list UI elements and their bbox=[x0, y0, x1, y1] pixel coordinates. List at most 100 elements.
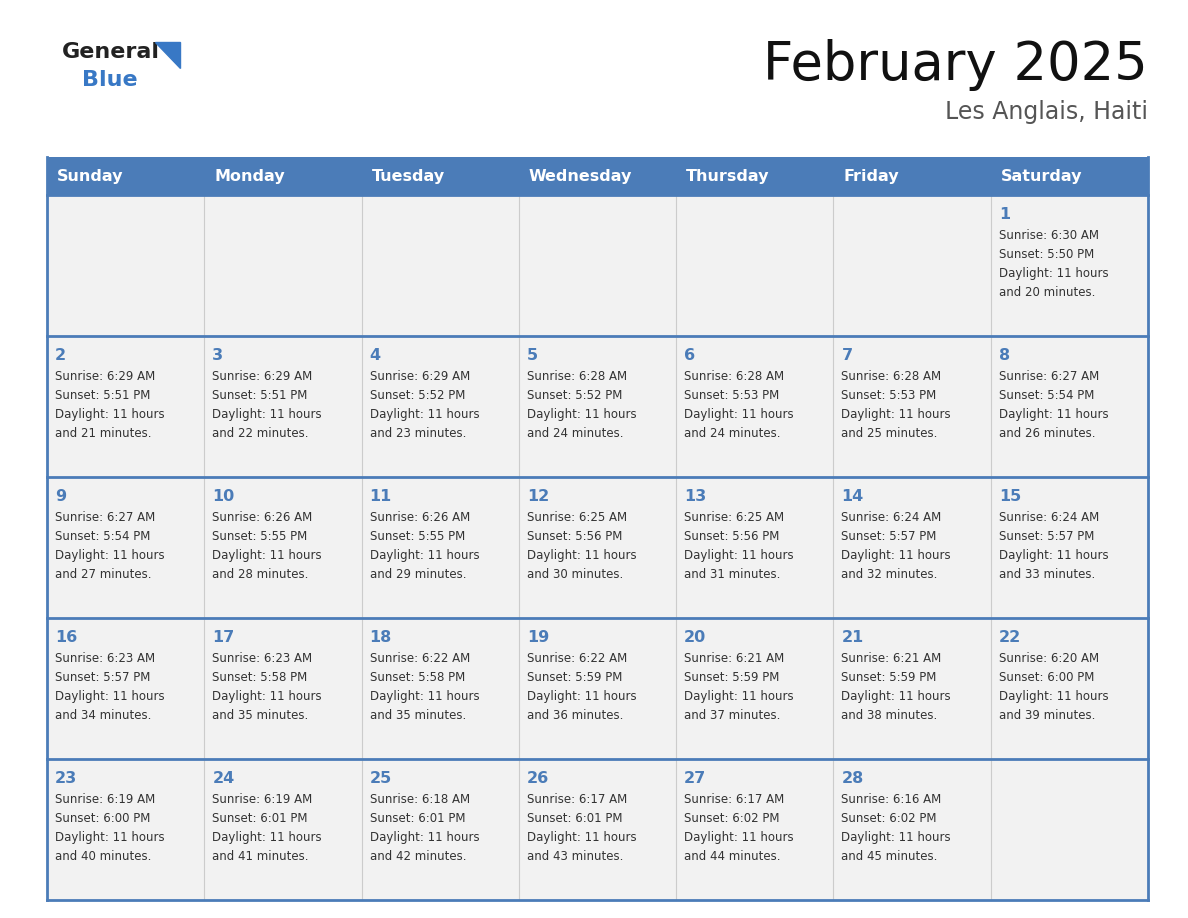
Text: 23: 23 bbox=[55, 771, 77, 786]
Text: and 28 minutes.: and 28 minutes. bbox=[213, 568, 309, 581]
Text: Sunrise: 6:29 AM: Sunrise: 6:29 AM bbox=[213, 370, 312, 383]
Text: Daylight: 11 hours: Daylight: 11 hours bbox=[369, 690, 479, 703]
Text: 17: 17 bbox=[213, 630, 234, 645]
Text: Daylight: 11 hours: Daylight: 11 hours bbox=[841, 690, 952, 703]
Text: Sunrise: 6:18 AM: Sunrise: 6:18 AM bbox=[369, 793, 469, 806]
Text: Sunrise: 6:26 AM: Sunrise: 6:26 AM bbox=[213, 511, 312, 524]
Text: Sunset: 5:54 PM: Sunset: 5:54 PM bbox=[999, 389, 1094, 402]
Bar bbox=[48, 477, 1148, 618]
Text: Daylight: 11 hours: Daylight: 11 hours bbox=[684, 549, 794, 562]
Text: Sunrise: 6:30 AM: Sunrise: 6:30 AM bbox=[999, 229, 1099, 242]
Text: and 22 minutes.: and 22 minutes. bbox=[213, 427, 309, 440]
Text: Daylight: 11 hours: Daylight: 11 hours bbox=[526, 408, 637, 421]
Text: Sunrise: 6:26 AM: Sunrise: 6:26 AM bbox=[369, 511, 469, 524]
Text: 4: 4 bbox=[369, 348, 380, 363]
Text: Sunset: 6:02 PM: Sunset: 6:02 PM bbox=[841, 812, 937, 825]
Text: 7: 7 bbox=[841, 348, 853, 363]
Text: Friday: Friday bbox=[843, 169, 899, 184]
Text: and 24 minutes.: and 24 minutes. bbox=[526, 427, 624, 440]
Text: 22: 22 bbox=[999, 630, 1020, 645]
Text: and 25 minutes.: and 25 minutes. bbox=[841, 427, 937, 440]
Text: Sunrise: 6:27 AM: Sunrise: 6:27 AM bbox=[55, 511, 156, 524]
Text: Sunset: 6:01 PM: Sunset: 6:01 PM bbox=[213, 812, 308, 825]
Text: Sunrise: 6:20 AM: Sunrise: 6:20 AM bbox=[999, 652, 1099, 665]
Text: and 45 minutes.: and 45 minutes. bbox=[841, 850, 937, 863]
Text: 13: 13 bbox=[684, 489, 707, 504]
Text: Sunset: 5:51 PM: Sunset: 5:51 PM bbox=[55, 389, 151, 402]
Text: Les Anglais, Haiti: Les Anglais, Haiti bbox=[944, 100, 1148, 124]
Text: Daylight: 11 hours: Daylight: 11 hours bbox=[55, 408, 165, 421]
Text: Daylight: 11 hours: Daylight: 11 hours bbox=[684, 831, 794, 844]
Text: Daylight: 11 hours: Daylight: 11 hours bbox=[55, 549, 165, 562]
Text: Daylight: 11 hours: Daylight: 11 hours bbox=[841, 408, 952, 421]
Text: and 27 minutes.: and 27 minutes. bbox=[55, 568, 152, 581]
Text: Daylight: 11 hours: Daylight: 11 hours bbox=[369, 549, 479, 562]
Text: Sunrise: 6:16 AM: Sunrise: 6:16 AM bbox=[841, 793, 942, 806]
Text: Daylight: 11 hours: Daylight: 11 hours bbox=[213, 831, 322, 844]
Text: 8: 8 bbox=[999, 348, 1010, 363]
Text: Sunset: 6:01 PM: Sunset: 6:01 PM bbox=[526, 812, 623, 825]
Text: Daylight: 11 hours: Daylight: 11 hours bbox=[999, 267, 1108, 280]
Bar bbox=[48, 195, 1148, 336]
Text: Daylight: 11 hours: Daylight: 11 hours bbox=[213, 549, 322, 562]
Text: Sunset: 5:57 PM: Sunset: 5:57 PM bbox=[999, 530, 1094, 543]
Text: 24: 24 bbox=[213, 771, 234, 786]
Text: and 24 minutes.: and 24 minutes. bbox=[684, 427, 781, 440]
Text: Daylight: 11 hours: Daylight: 11 hours bbox=[841, 831, 952, 844]
Text: 6: 6 bbox=[684, 348, 695, 363]
Bar bbox=[48, 336, 1148, 477]
Text: Sunset: 6:00 PM: Sunset: 6:00 PM bbox=[999, 671, 1094, 684]
Text: Daylight: 11 hours: Daylight: 11 hours bbox=[999, 549, 1108, 562]
Text: Sunset: 5:58 PM: Sunset: 5:58 PM bbox=[213, 671, 308, 684]
Text: and 37 minutes.: and 37 minutes. bbox=[684, 709, 781, 722]
Text: Thursday: Thursday bbox=[687, 169, 770, 184]
Text: 16: 16 bbox=[55, 630, 77, 645]
Text: Daylight: 11 hours: Daylight: 11 hours bbox=[999, 408, 1108, 421]
Text: Daylight: 11 hours: Daylight: 11 hours bbox=[213, 408, 322, 421]
Text: Sunrise: 6:17 AM: Sunrise: 6:17 AM bbox=[684, 793, 784, 806]
Text: Sunset: 5:54 PM: Sunset: 5:54 PM bbox=[55, 530, 151, 543]
Text: and 29 minutes.: and 29 minutes. bbox=[369, 568, 466, 581]
Text: and 44 minutes.: and 44 minutes. bbox=[684, 850, 781, 863]
Text: Daylight: 11 hours: Daylight: 11 hours bbox=[999, 690, 1108, 703]
Text: Daylight: 11 hours: Daylight: 11 hours bbox=[526, 831, 637, 844]
Text: Daylight: 11 hours: Daylight: 11 hours bbox=[55, 831, 165, 844]
Text: Daylight: 11 hours: Daylight: 11 hours bbox=[213, 690, 322, 703]
Text: Sunset: 5:50 PM: Sunset: 5:50 PM bbox=[999, 248, 1094, 261]
Text: Sunset: 5:53 PM: Sunset: 5:53 PM bbox=[684, 389, 779, 402]
Text: Sunset: 5:59 PM: Sunset: 5:59 PM bbox=[684, 671, 779, 684]
Text: Sunrise: 6:21 AM: Sunrise: 6:21 AM bbox=[841, 652, 942, 665]
Text: Monday: Monday bbox=[214, 169, 285, 184]
Text: and 32 minutes.: and 32 minutes. bbox=[841, 568, 937, 581]
Text: 19: 19 bbox=[526, 630, 549, 645]
Text: and 35 minutes.: and 35 minutes. bbox=[369, 709, 466, 722]
Text: 14: 14 bbox=[841, 489, 864, 504]
Text: and 34 minutes.: and 34 minutes. bbox=[55, 709, 151, 722]
Text: Sunrise: 6:25 AM: Sunrise: 6:25 AM bbox=[526, 511, 627, 524]
Text: Sunset: 5:59 PM: Sunset: 5:59 PM bbox=[526, 671, 623, 684]
Text: Sunrise: 6:22 AM: Sunrise: 6:22 AM bbox=[369, 652, 469, 665]
Text: and 39 minutes.: and 39 minutes. bbox=[999, 709, 1095, 722]
Text: Sunset: 5:57 PM: Sunset: 5:57 PM bbox=[55, 671, 151, 684]
Text: 18: 18 bbox=[369, 630, 392, 645]
Text: Sunset: 5:57 PM: Sunset: 5:57 PM bbox=[841, 530, 937, 543]
Text: and 36 minutes.: and 36 minutes. bbox=[526, 709, 624, 722]
Text: Daylight: 11 hours: Daylight: 11 hours bbox=[684, 408, 794, 421]
Text: and 21 minutes.: and 21 minutes. bbox=[55, 427, 152, 440]
Text: Sunrise: 6:22 AM: Sunrise: 6:22 AM bbox=[526, 652, 627, 665]
Text: 15: 15 bbox=[999, 489, 1020, 504]
Text: Sunset: 6:01 PM: Sunset: 6:01 PM bbox=[369, 812, 465, 825]
Text: Sunrise: 6:17 AM: Sunrise: 6:17 AM bbox=[526, 793, 627, 806]
Text: and 41 minutes.: and 41 minutes. bbox=[213, 850, 309, 863]
Text: 2: 2 bbox=[55, 348, 67, 363]
Bar bbox=[48, 759, 1148, 900]
Text: February 2025: February 2025 bbox=[763, 39, 1148, 91]
Text: 12: 12 bbox=[526, 489, 549, 504]
Text: Sunset: 5:59 PM: Sunset: 5:59 PM bbox=[841, 671, 937, 684]
Text: and 20 minutes.: and 20 minutes. bbox=[999, 286, 1095, 299]
Text: Sunday: Sunday bbox=[57, 169, 124, 184]
Polygon shape bbox=[154, 42, 181, 68]
Text: Sunrise: 6:19 AM: Sunrise: 6:19 AM bbox=[55, 793, 156, 806]
Text: and 31 minutes.: and 31 minutes. bbox=[684, 568, 781, 581]
Text: Sunrise: 6:25 AM: Sunrise: 6:25 AM bbox=[684, 511, 784, 524]
